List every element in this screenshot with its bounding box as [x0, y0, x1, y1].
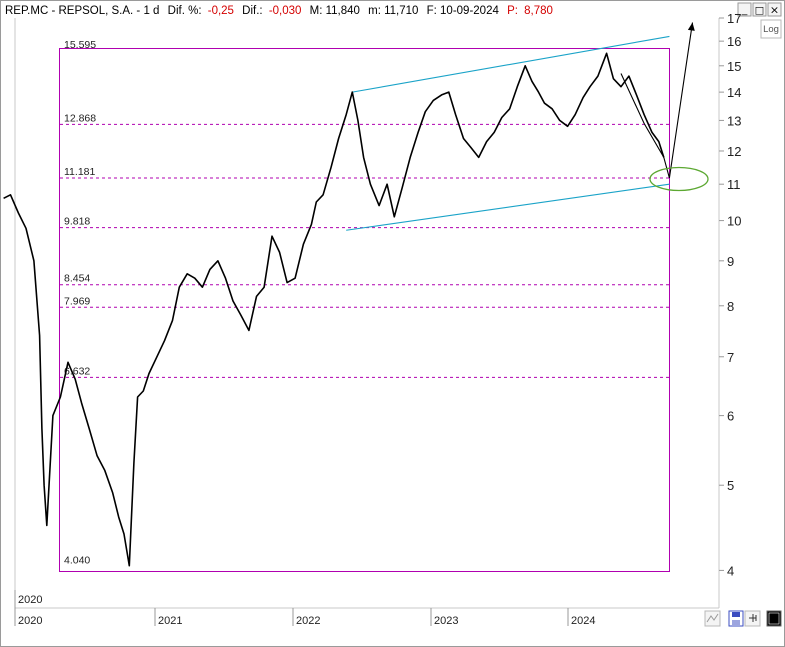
y-tick-label: 4 — [727, 563, 734, 578]
y-tick-label: 10 — [727, 214, 741, 229]
fib-level-label: 12.868 — [64, 112, 96, 124]
fib-level-label: 6.632 — [64, 365, 90, 377]
header-price-label: P: — [507, 5, 518, 17]
header-dif-pct-value: -0,25 — [208, 5, 234, 17]
fibonacci-levels: 15.595 12.868 11.181 9.818 8.454 7.969 6.632 4.… — [60, 39, 669, 567]
x-tick-label-upper: 2020 — [18, 594, 42, 606]
projection-line — [620, 22, 694, 179]
projection-arrowhead — [687, 22, 695, 31]
y-tick-label: 12 — [727, 144, 741, 159]
header-dif-pct-label: Dif. %: — [168, 5, 202, 17]
minimize-icon: _ — [741, 5, 748, 16]
color-swatch-icon — [768, 612, 780, 625]
chart-tool-icon — [706, 613, 719, 623]
save-button[interactable] — [728, 610, 744, 627]
header-dif-label: Dif.: — [242, 5, 262, 17]
y-tick-label: 9 — [727, 254, 734, 269]
header-dif-value: -0,030 — [269, 5, 302, 17]
y-axis-ticks: 17 16 15 14 13 12 11 10 9 8 7 6 5 4 — [719, 11, 741, 578]
pin-button[interactable] — [744, 610, 761, 627]
y-tick-label: 13 — [727, 113, 741, 128]
y-tick-label: 5 — [727, 478, 734, 493]
close-button[interactable]: × — [767, 2, 782, 17]
log-toggle-button[interactable]: Log — [760, 19, 782, 39]
y-tick-label: 11 — [727, 177, 741, 192]
price-series-line — [3, 52, 665, 567]
channel-lower-line — [346, 183, 670, 231]
y-tick-label: 7 — [727, 350, 734, 365]
y-tick-label: 8 — [727, 299, 734, 314]
x-tick-label: 2021 — [158, 615, 182, 627]
close-icon: × — [770, 4, 779, 17]
fib-level-label: 8.454 — [64, 273, 90, 285]
channel-upper-line — [352, 35, 670, 93]
header-line: REP.MC - REPSOL, S.A. - 1 d Dif. %: -0,2… — [5, 5, 553, 17]
y-tick-label: 16 — [727, 34, 741, 49]
restore-icon: □ — [755, 6, 764, 17]
fib-level-label: 11.181 — [64, 166, 95, 178]
x-tick-label: 2022 — [296, 615, 320, 627]
fib-level-label: 9.818 — [64, 216, 90, 228]
target-ellipse — [649, 166, 709, 192]
header-min: m: 11,710 — [368, 5, 418, 17]
chart-tool-button[interactable] — [704, 610, 721, 627]
log-toggle-label: Log — [763, 24, 779, 35]
header-date: F: 10-09-2024 — [427, 5, 500, 17]
fibonacci-frame — [59, 48, 670, 572]
fib-level-label: 7.969 — [64, 295, 90, 307]
x-tick-label: 2023 — [434, 615, 458, 627]
y-tick-label: 14 — [727, 85, 741, 100]
x-tick-label: 2024 — [571, 615, 595, 627]
color-button[interactable] — [766, 610, 782, 627]
y-tick-label: 17 — [727, 11, 741, 26]
fib-level-label: 15.595 — [64, 39, 96, 51]
save-icon — [732, 612, 740, 617]
minimize-button[interactable]: _ — [737, 2, 752, 17]
restore-button[interactable]: □ — [752, 2, 767, 17]
x-axis-ticks: 2020 2020 2021 2022 2023 2024 — [14, 590, 595, 627]
x-tick-label: 2020 — [18, 615, 42, 627]
y-tick-label: 15 — [727, 59, 741, 74]
header-max: M: 11,840 — [310, 5, 360, 17]
y-tick-label: 6 — [727, 409, 734, 424]
pin-icon — [749, 614, 757, 622]
header-price-value: 8,780 — [524, 5, 553, 17]
fib-level-label: 4.040 — [64, 555, 90, 567]
header-symbol: REP.MC - REPSOL, S.A. - 1 d — [5, 5, 159, 17]
